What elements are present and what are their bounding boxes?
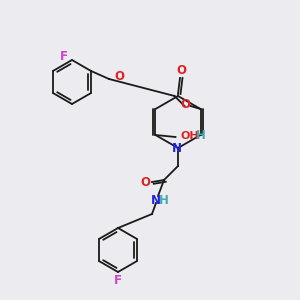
Text: N: N: [172, 142, 182, 155]
Text: OH: OH: [181, 131, 199, 141]
Text: O: O: [181, 98, 190, 112]
Text: H: H: [159, 194, 169, 208]
Text: N: N: [151, 194, 161, 208]
Text: O: O: [176, 64, 186, 77]
Text: F: F: [60, 50, 68, 64]
Text: O: O: [114, 70, 124, 83]
Text: H: H: [196, 130, 206, 142]
Text: O: O: [140, 176, 150, 188]
Text: F: F: [114, 274, 122, 286]
